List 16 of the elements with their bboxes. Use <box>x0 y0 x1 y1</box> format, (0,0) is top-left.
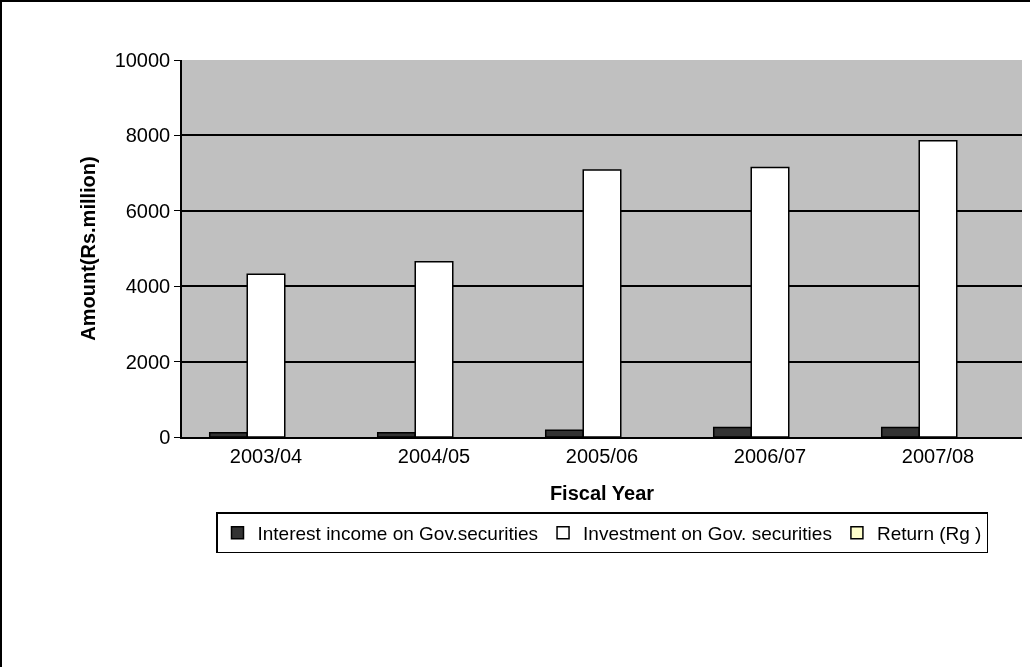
y-tick-label: 10000 <box>114 49 171 71</box>
x-tick-label: 2007/08 <box>901 444 975 467</box>
y-tick-label: 2000 <box>125 350 171 373</box>
x-tick-label: 2003/04 <box>229 444 303 467</box>
x-tick-label: 2006/07 <box>733 444 807 467</box>
legend-label: Interest income on Gov.securities <box>257 523 539 545</box>
x-tick-label: 2004/05 <box>397 444 471 467</box>
y-tick-label: 6000 <box>125 199 171 222</box>
y-tick-label: 0 <box>159 426 171 448</box>
y-axis-title: Amount(Rs.million) <box>76 156 99 341</box>
y-tick-label: 4000 <box>125 275 171 298</box>
x-tick-label: 2005/06 <box>565 444 639 467</box>
legend-label: Return (Rg ) <box>876 523 982 545</box>
y-tick-label: 8000 <box>125 124 171 147</box>
x-axis-title: Fiscal Year <box>549 481 655 504</box>
legend-label: Investment on Gov. securities <box>583 523 832 545</box>
